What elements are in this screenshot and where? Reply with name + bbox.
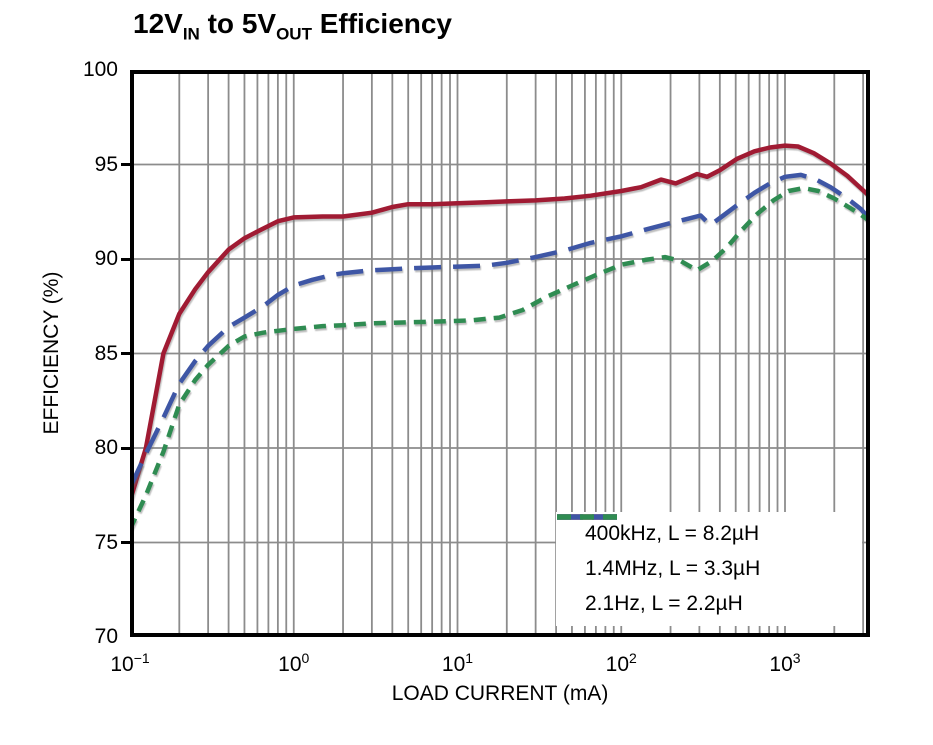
legend-swatch [557,514,617,520]
x-tick-label-1e1: 101 [441,650,474,676]
x-tick-label-1e3: 103 [769,650,801,676]
y-tick-label-70: 70 [94,625,118,648]
legend-label: 400kHz, L = 8.2µH [585,522,760,545]
y-tick-label-100: 100 [82,58,118,81]
title-seg2: to 5V [199,8,277,39]
legend: 400kHz, L = 8.2µH 1.4MHz, L = 3.3µH 2.1Hz,… [556,512,862,626]
title-sub-out: OUT [276,24,312,44]
y-tick-label-90: 90 [94,247,118,270]
y-tick-mark [121,163,130,166]
curve-400khz-l-8-2-h [130,143,870,502]
legend-item-2: 2.1Hz, L = 2.2µH [556,514,862,622]
y-tick-mark [121,541,130,544]
legend-label: 2.1Hz, L = 2.2µH [585,592,743,615]
x-tick-label-1e2: 102 [605,650,637,676]
plot-border [130,70,870,637]
y-tick-mark [121,352,130,355]
y-tick-label-85: 85 [94,341,118,365]
legend-item-1: 1.4MHz, L = 3.3µH [556,514,862,587]
y-tick-mark [121,257,130,261]
legend-label: 1.4MHz, L = 3.3µH [585,557,761,580]
x-tick-label-1e0: 100 [278,650,310,676]
title-seg3: Efficiency [311,8,453,39]
curve-1-4mhz-l-3-3-h [130,172,870,489]
title-sub-in: IN [182,24,200,44]
chart-title: 12VIN to 5VOUT Efficiency [133,8,452,45]
x-tick-label-1e−1: 10−1 [110,650,150,676]
y-tick-mark [121,446,130,450]
y-tick-label-95: 95 [94,152,118,176]
title-seg1: 12V [133,8,183,39]
plot-area: 400kHz, L = 8.2µH 1.4MHz, L = 3.3µH 2.1Hz,… [130,70,870,637]
x-axis-title: LOAD CURRENT (mA) [391,682,609,705]
y-tick-label-75: 75 [94,530,118,554]
y-tick-label-80: 80 [94,436,118,459]
